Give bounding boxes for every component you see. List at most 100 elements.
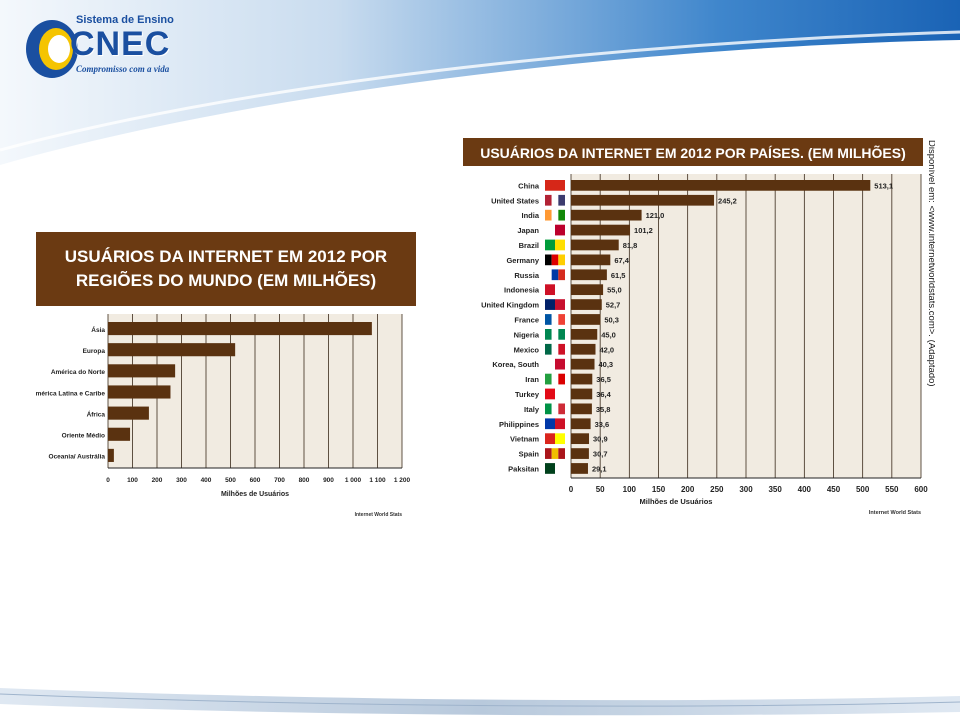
category-label: Italy <box>524 405 540 414</box>
bar <box>571 299 602 310</box>
x-tick-label: 600 <box>250 477 261 484</box>
flag-icon <box>545 358 555 370</box>
flag-icon <box>558 269 565 281</box>
data-label: 35,8 <box>596 405 611 414</box>
flag-icon <box>551 343 559 355</box>
x-tick-label: 550 <box>885 485 899 494</box>
data-label: 55,0 <box>607 286 622 295</box>
category-label: China <box>518 181 540 190</box>
cnec-logo: Sistema de Ensino CNEC Compromisso com a… <box>24 14 174 80</box>
x-tick-label: 400 <box>798 485 812 494</box>
flag-icon <box>551 194 559 206</box>
bar <box>571 373 593 385</box>
logo-sub-text: Compromisso com a vida <box>76 64 170 74</box>
category-label: Turkey <box>515 390 540 399</box>
flag-icon <box>545 314 552 325</box>
data-label: 29,1 <box>592 464 607 473</box>
flag-icon <box>545 418 555 430</box>
logo-top-text: Sistema de Ensino <box>76 14 174 26</box>
data-label: 50,3 <box>604 315 619 324</box>
chart-title-line: REGIÕES DO MUNDO (EM MILHÕES) <box>76 270 376 290</box>
category-label: Spain <box>519 450 540 459</box>
logo-main-text: CNEC <box>70 25 171 63</box>
flag-icon <box>558 329 565 340</box>
category-label: Germany <box>506 256 539 265</box>
flag-icon <box>555 463 565 474</box>
regions-chart-svg: USUÁRIOS DA INTERNET EM 2012 POR REGIÕES … <box>31 232 416 520</box>
bar <box>571 180 871 191</box>
flag-icon <box>545 254 552 266</box>
category-label: África <box>87 409 106 418</box>
flag-icon <box>545 433 555 445</box>
x-tick-label: 50 <box>596 485 605 494</box>
flag-icon <box>555 418 565 430</box>
x-tick-label: 300 <box>739 485 753 494</box>
flag-icon <box>545 209 552 221</box>
x-tick-label: 1 100 <box>369 477 386 484</box>
data-label: 45,0 <box>601 330 616 339</box>
data-label: 30,9 <box>593 435 608 444</box>
category-label: Vietnam <box>510 435 539 444</box>
bar <box>108 406 149 420</box>
category-label: América do Norte <box>51 369 106 376</box>
flag-icon <box>558 314 565 325</box>
category-label: Oriente Médio <box>62 433 105 440</box>
flag-icon <box>555 284 565 296</box>
bar <box>108 448 114 462</box>
x-tick-label: 500 <box>856 485 870 494</box>
category-label: India <box>521 211 539 220</box>
x-axis-label: Milhões de Usuários <box>221 491 289 498</box>
x-tick-label: 600 <box>914 485 928 494</box>
category-label: Japan <box>517 226 539 235</box>
data-label: 245,2 <box>718 196 737 205</box>
flag-icon <box>545 329 552 340</box>
flag-icon <box>555 388 565 400</box>
x-tick-label: 900 <box>323 477 334 484</box>
flag-icon <box>558 373 565 385</box>
bar <box>571 463 588 474</box>
flag-icon <box>545 463 555 474</box>
x-tick-label: 450 <box>827 485 841 494</box>
flag-icon <box>551 373 559 385</box>
data-label: 61,5 <box>611 271 626 280</box>
x-tick-label: 150 <box>652 485 666 494</box>
flag-icon <box>545 180 565 191</box>
x-tick-label: 700 <box>274 477 285 484</box>
category-label: Ásia <box>91 325 105 334</box>
flag-icon <box>555 433 565 445</box>
data-label: 52,7 <box>606 301 621 310</box>
category-label: Brazil <box>519 241 539 250</box>
x-tick-label: 800 <box>299 477 310 484</box>
bar <box>108 322 372 336</box>
countries-chart: USUÁRIOS DA INTERNET EM 2012 POR PAÍSES.… <box>463 130 949 516</box>
x-tick-label: 100 <box>127 477 138 484</box>
top-banner-highlight <box>0 30 960 152</box>
category-label: Korea, South <box>492 360 539 369</box>
flag-icon <box>545 299 555 310</box>
bar <box>571 194 715 206</box>
flag-icon <box>545 448 552 459</box>
flag-icon <box>555 299 565 310</box>
flag-icon <box>545 403 552 415</box>
bar <box>571 358 595 370</box>
bar <box>571 284 604 296</box>
flag-icon <box>545 224 555 236</box>
bar <box>571 388 593 400</box>
flag-icon <box>545 194 552 206</box>
bar <box>571 224 631 236</box>
flag-icon <box>555 224 565 236</box>
top-banner <box>0 0 960 165</box>
category-label: United Kingdom <box>481 301 539 310</box>
flag-icon <box>551 403 559 415</box>
x-tick-label: 350 <box>768 485 782 494</box>
category-label: Russia <box>514 271 539 280</box>
bar <box>571 269 607 281</box>
bar <box>571 314 601 325</box>
bar <box>108 385 171 399</box>
source-label: Internet World Stats <box>869 510 921 516</box>
category-label: Paksitan <box>508 464 539 473</box>
side-note-line: Disponível em: <www.internetworldstats.c… <box>926 140 935 387</box>
x-tick-label: 400 <box>201 477 212 484</box>
x-tick-label: 0 <box>569 485 574 494</box>
